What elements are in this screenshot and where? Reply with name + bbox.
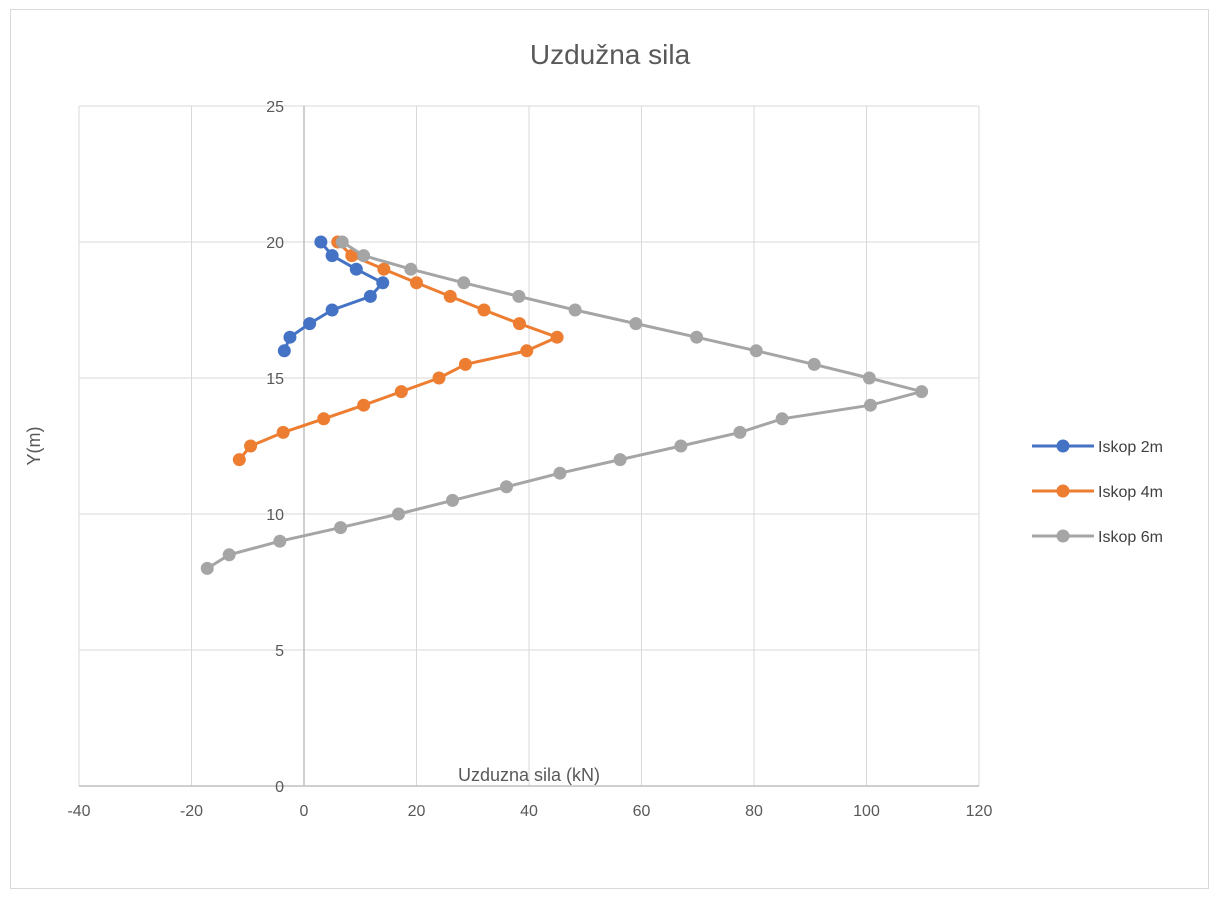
data-point bbox=[325, 303, 339, 317]
data-point bbox=[613, 453, 627, 467]
y-tick-label: 15 bbox=[266, 371, 284, 388]
series-3 bbox=[200, 235, 929, 575]
data-point bbox=[392, 507, 405, 521]
data-point bbox=[550, 330, 564, 344]
x-tick-labels: -40 -20 0 20 40 60 80 100 120 bbox=[67, 803, 992, 820]
legend: Iskop 2m Iskop 4m Iskop 6m bbox=[1032, 439, 1163, 546]
data-point bbox=[807, 357, 821, 371]
series-line bbox=[206, 240, 924, 570]
data-point bbox=[520, 344, 534, 358]
y-tick-label: 5 bbox=[275, 643, 284, 660]
data-point bbox=[277, 344, 291, 358]
data-point bbox=[317, 412, 331, 426]
x-tick-label: 60 bbox=[633, 803, 651, 820]
x-tick-label: 80 bbox=[745, 803, 763, 820]
data-point bbox=[276, 425, 290, 439]
data-point bbox=[500, 480, 513, 494]
data-point bbox=[232, 453, 246, 467]
x-tick-label: -20 bbox=[180, 803, 203, 820]
data-point bbox=[349, 262, 363, 276]
legend-label: Iskop 4m bbox=[1098, 484, 1163, 501]
y-axis-title: Y(m) bbox=[24, 427, 44, 466]
y-tick-label: 25 bbox=[266, 99, 284, 116]
legend-item: Iskop 6m bbox=[1032, 529, 1163, 546]
x-tick-label: 0 bbox=[300, 803, 309, 820]
x-axis-title: Uzduzna sila (kN) bbox=[458, 765, 600, 785]
data-point bbox=[244, 439, 258, 453]
data-point bbox=[273, 534, 287, 548]
chart-title: Uzdužna sila bbox=[530, 39, 691, 70]
series-layer bbox=[200, 235, 929, 575]
data-point bbox=[674, 439, 688, 453]
data-point bbox=[733, 425, 747, 439]
data-point bbox=[334, 521, 348, 535]
data-point bbox=[775, 412, 789, 426]
data-point bbox=[512, 289, 526, 303]
legend-label: Iskop 6m bbox=[1098, 529, 1163, 546]
data-point bbox=[410, 276, 423, 290]
data-point bbox=[200, 561, 214, 575]
legend-marker bbox=[1056, 484, 1070, 498]
data-point bbox=[915, 385, 929, 399]
data-point bbox=[325, 249, 339, 263]
data-point bbox=[335, 235, 349, 249]
legend-marker bbox=[1056, 439, 1070, 453]
data-point bbox=[690, 330, 704, 344]
chart-frame bbox=[10, 9, 1209, 889]
x-tick-label: 100 bbox=[853, 803, 880, 820]
data-point bbox=[458, 357, 472, 371]
y-tick-label: 0 bbox=[275, 779, 284, 796]
data-point bbox=[432, 371, 446, 385]
data-point bbox=[377, 262, 391, 276]
data-point bbox=[446, 493, 459, 507]
data-point bbox=[749, 344, 763, 358]
legend-marker bbox=[1056, 529, 1070, 543]
data-point bbox=[553, 466, 567, 480]
data-point bbox=[568, 303, 582, 317]
data-point bbox=[376, 276, 390, 290]
x-tick-label: 40 bbox=[520, 803, 538, 820]
data-point bbox=[394, 385, 408, 399]
y-tick-label: 20 bbox=[266, 235, 284, 252]
data-point bbox=[457, 276, 471, 290]
data-point bbox=[477, 303, 491, 317]
y-tick-labels: 0 5 10 15 20 25 bbox=[266, 99, 284, 796]
data-point bbox=[863, 398, 877, 412]
x-tick-label: 120 bbox=[966, 803, 993, 820]
series-1 bbox=[277, 235, 390, 358]
data-point bbox=[512, 317, 526, 331]
data-point bbox=[357, 398, 371, 412]
legend-item: Iskop 2m bbox=[1032, 439, 1163, 456]
grid-lines bbox=[78, 105, 980, 787]
data-point bbox=[345, 249, 359, 263]
data-point bbox=[222, 548, 236, 562]
x-tick-label: -40 bbox=[67, 803, 90, 820]
data-point bbox=[629, 317, 643, 331]
data-point bbox=[862, 371, 876, 385]
legend-label: Iskop 2m bbox=[1098, 439, 1163, 456]
data-point bbox=[363, 289, 377, 303]
data-point bbox=[314, 235, 328, 249]
x-tick-label: 20 bbox=[408, 803, 426, 820]
y-tick-label: 10 bbox=[266, 507, 284, 524]
axes bbox=[79, 106, 979, 787]
legend-item: Iskop 4m bbox=[1032, 484, 1163, 501]
data-point bbox=[357, 249, 371, 263]
series-2 bbox=[232, 235, 564, 467]
data-point bbox=[283, 330, 297, 344]
data-point bbox=[443, 289, 457, 303]
data-point bbox=[404, 262, 418, 276]
data-point bbox=[303, 317, 317, 331]
